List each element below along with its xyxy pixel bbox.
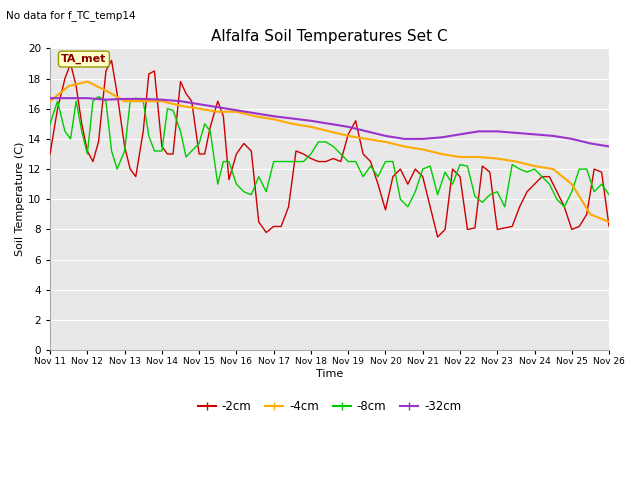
Legend: -2cm, -4cm, -8cm, -32cm: -2cm, -4cm, -8cm, -32cm <box>193 396 466 418</box>
X-axis label: Time: Time <box>316 369 343 379</box>
Y-axis label: Soil Temperature (C): Soil Temperature (C) <box>15 142 25 256</box>
Title: Alfalfa Soil Temperatures Set C: Alfalfa Soil Temperatures Set C <box>211 29 448 44</box>
Text: No data for f_TC_temp14: No data for f_TC_temp14 <box>6 10 136 21</box>
Text: TA_met: TA_met <box>61 54 107 64</box>
